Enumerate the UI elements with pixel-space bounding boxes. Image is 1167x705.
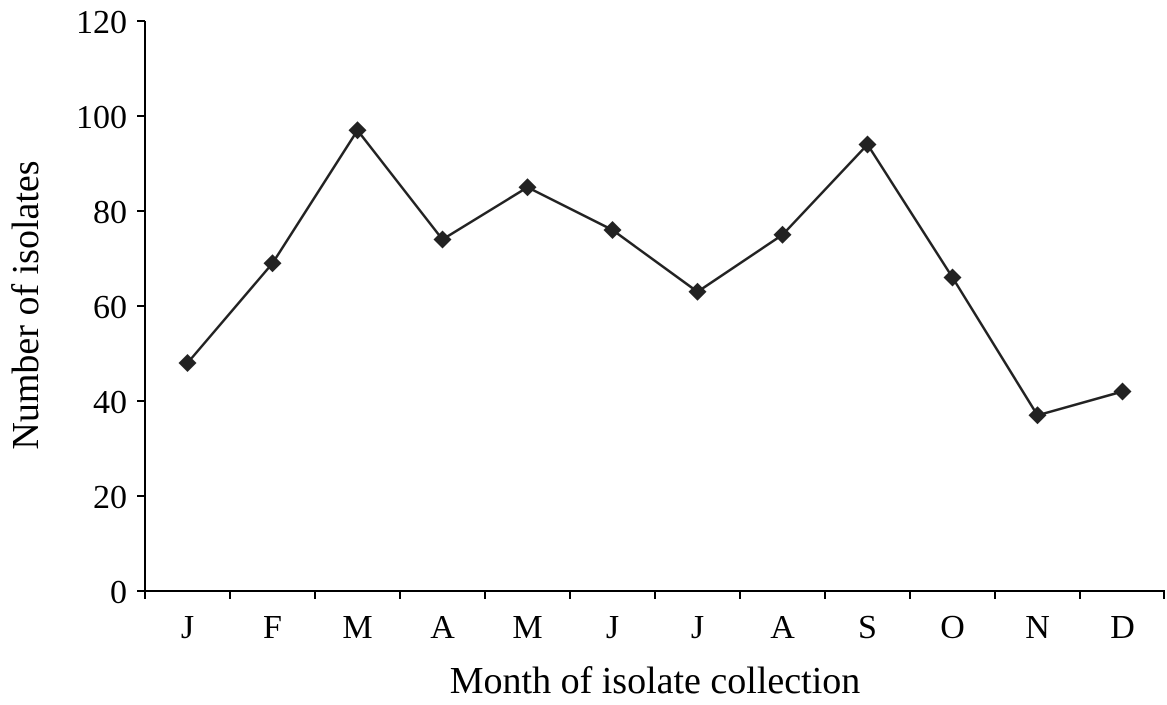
x-tick-label: J bbox=[606, 609, 619, 646]
x-tick-label: M bbox=[342, 609, 372, 646]
data-point-marker bbox=[348, 121, 367, 140]
data-point-marker bbox=[688, 282, 707, 301]
data-point-marker bbox=[773, 225, 792, 244]
data-point-marker bbox=[1028, 406, 1047, 425]
y-tick-label: 120 bbox=[76, 4, 127, 41]
x-tick-label: J bbox=[181, 609, 194, 646]
data-point-marker bbox=[1113, 382, 1132, 401]
y-tick-label: 100 bbox=[76, 99, 127, 136]
x-tick-label: S bbox=[858, 609, 877, 646]
data-point-marker bbox=[858, 135, 877, 154]
x-tick-label: N bbox=[1025, 609, 1050, 646]
x-tick-label: J bbox=[691, 609, 704, 646]
series-isolates bbox=[178, 121, 1132, 425]
data-point-marker bbox=[263, 254, 282, 273]
data-point-marker bbox=[433, 230, 452, 249]
x-axis-title: Month of isolate collection bbox=[450, 660, 861, 702]
x-tick-label: A bbox=[430, 609, 455, 646]
data-point-marker bbox=[178, 354, 197, 372]
x-tick-label: M bbox=[512, 609, 542, 646]
y-tick-label: 0 bbox=[110, 574, 127, 611]
data-point-marker bbox=[603, 221, 622, 239]
x-tick-label: D bbox=[1110, 609, 1135, 646]
data-point-marker bbox=[518, 178, 537, 197]
x-tick-label: O bbox=[940, 609, 965, 646]
data-point-marker bbox=[943, 268, 962, 287]
y-tick-label: 40 bbox=[93, 384, 127, 421]
y-tick-label: 20 bbox=[93, 479, 127, 516]
y-axis: 0 20 40 60 80 100 120 bbox=[76, 4, 146, 611]
y-tick-label: 80 bbox=[93, 194, 127, 231]
y-axis-title: Number of isolates bbox=[5, 160, 47, 449]
x-tick-label: A bbox=[770, 609, 795, 646]
y-tick-label: 60 bbox=[93, 289, 127, 326]
x-tick-label: F bbox=[263, 609, 282, 646]
series-line bbox=[186, 128, 1123, 417]
